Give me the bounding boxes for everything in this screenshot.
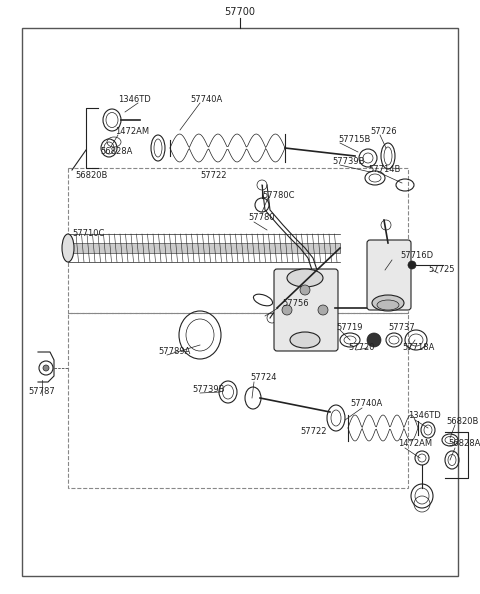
FancyBboxPatch shape: [367, 240, 411, 310]
Bar: [68, 313, 408, 488]
Text: 56820B: 56820B: [75, 170, 108, 179]
Text: 57722: 57722: [300, 428, 326, 437]
Text: 57739B: 57739B: [332, 157, 364, 166]
Text: 56828A: 56828A: [448, 440, 480, 448]
Text: 57724: 57724: [250, 374, 276, 383]
Text: 57725: 57725: [428, 266, 455, 274]
Text: 57720: 57720: [348, 343, 374, 352]
Text: 57716D: 57716D: [400, 251, 433, 261]
Text: 57780: 57780: [248, 213, 275, 223]
Circle shape: [282, 305, 292, 315]
Circle shape: [43, 365, 49, 371]
Text: 57740A: 57740A: [190, 96, 222, 105]
Text: 57756: 57756: [282, 299, 309, 308]
Text: 1346TD: 1346TD: [408, 412, 441, 421]
Bar: [68, 243, 340, 253]
Text: 57737: 57737: [388, 324, 415, 333]
Bar: [68, 168, 408, 313]
Text: 1346TD: 1346TD: [118, 96, 151, 105]
Text: 1472AM: 1472AM: [115, 128, 149, 137]
Text: 56820B: 56820B: [446, 418, 479, 426]
Text: 57710C: 57710C: [72, 229, 104, 239]
Ellipse shape: [377, 300, 399, 310]
Circle shape: [408, 261, 416, 269]
Text: 57718A: 57718A: [402, 343, 434, 352]
Text: 56828A: 56828A: [100, 147, 132, 156]
FancyBboxPatch shape: [274, 269, 338, 351]
Text: 57787: 57787: [28, 387, 55, 397]
Text: 57715B: 57715B: [338, 135, 371, 144]
Text: 57719: 57719: [336, 324, 362, 333]
Text: 57714B: 57714B: [368, 166, 400, 175]
Text: 57700: 57700: [225, 7, 255, 17]
Circle shape: [367, 333, 381, 347]
Text: 57740A: 57740A: [350, 400, 382, 409]
Text: 57789A: 57789A: [158, 347, 191, 356]
Circle shape: [300, 285, 310, 295]
Text: 1472AM: 1472AM: [398, 440, 432, 448]
Circle shape: [318, 305, 328, 315]
Ellipse shape: [62, 234, 74, 262]
Text: 57722: 57722: [200, 170, 227, 179]
Ellipse shape: [290, 332, 320, 348]
Text: 57726: 57726: [370, 128, 396, 137]
Ellipse shape: [287, 269, 323, 287]
Text: 57739B: 57739B: [192, 386, 225, 394]
Ellipse shape: [372, 295, 404, 311]
Text: 57780C: 57780C: [262, 191, 295, 200]
